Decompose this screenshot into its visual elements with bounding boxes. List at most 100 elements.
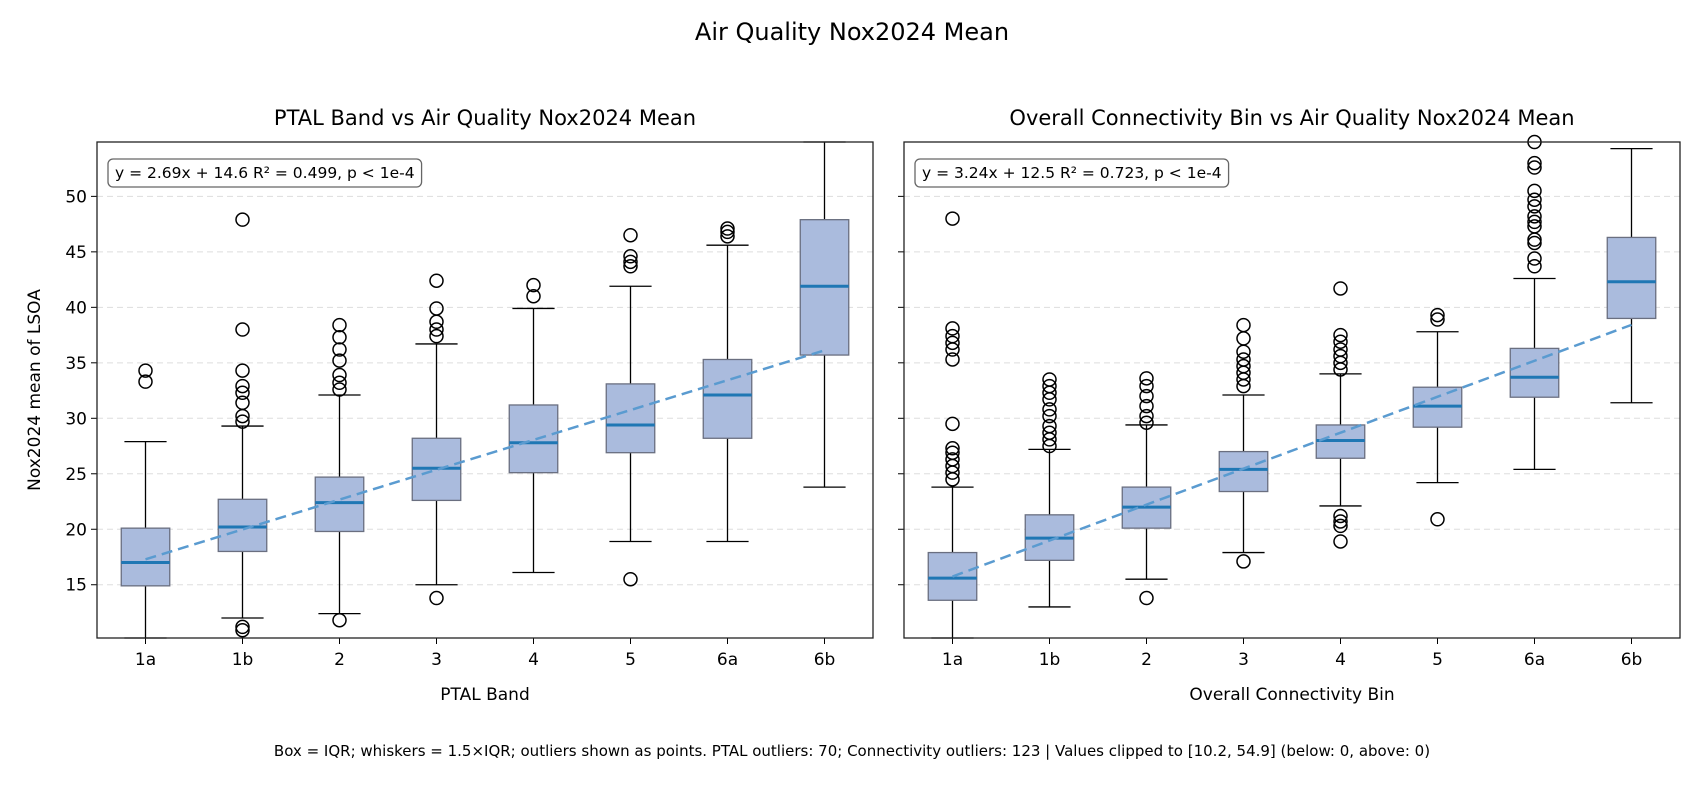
outlier-point xyxy=(1333,518,1348,534)
outlier-point xyxy=(1236,344,1251,359)
x-tick-label: 2 xyxy=(1141,650,1152,670)
outlier-point xyxy=(1042,432,1057,447)
outlier-point xyxy=(720,224,735,240)
outlier-point xyxy=(1139,378,1154,394)
outlier-point xyxy=(1139,590,1154,606)
x-tick-label: 1b xyxy=(1039,650,1061,670)
outlier-point xyxy=(945,352,960,367)
outlier-point xyxy=(1042,408,1057,424)
iqr-box xyxy=(1509,347,1560,398)
outlier-point xyxy=(429,314,444,330)
outlier-point xyxy=(1333,281,1348,296)
outlier-point xyxy=(332,375,347,391)
iqr-box xyxy=(605,383,656,454)
outlier-point xyxy=(235,408,250,424)
y-tick-label: 30 xyxy=(65,409,87,429)
outlier-point xyxy=(1139,371,1154,386)
y-tick-label: 45 xyxy=(65,243,87,263)
box-6b xyxy=(1606,148,1657,404)
outlier-point xyxy=(720,221,735,236)
outlier-point xyxy=(138,374,153,389)
outlier-point xyxy=(235,363,250,378)
left-subplot: PTAL Band vs Air Quality Nox2024 Mean PT… xyxy=(25,106,874,705)
outlier-point xyxy=(945,465,960,480)
outlier-point xyxy=(235,212,250,227)
x-tick-label: 5 xyxy=(1432,650,1443,670)
outlier-point xyxy=(1527,209,1542,224)
y-axis-label: Nox2024 mean of LSOA xyxy=(25,289,45,491)
figure-title: Air Quality Nox2024 Mean xyxy=(695,18,1009,46)
outlier-point xyxy=(235,395,250,411)
annotation-box xyxy=(914,158,1230,188)
outlier-point xyxy=(1430,312,1445,327)
outlier-point xyxy=(1333,514,1348,529)
right-subplot-title: Overall Connectivity Bin vs Air Quality … xyxy=(1009,106,1574,130)
outlier-point xyxy=(1042,438,1057,454)
outlier-point xyxy=(945,211,960,226)
outlier-point xyxy=(1527,183,1542,199)
outlier-point xyxy=(526,288,541,304)
outlier-point xyxy=(1042,402,1057,417)
annotation-box xyxy=(107,158,423,188)
x-tick-label: 4 xyxy=(1335,650,1346,670)
outlier-point xyxy=(235,622,250,638)
outlier-point xyxy=(1333,508,1348,524)
box-4 xyxy=(1315,281,1366,549)
outlier-point xyxy=(623,254,638,270)
x-tick-label: 1a xyxy=(942,650,963,670)
outlier-point xyxy=(623,227,638,243)
outlier-point xyxy=(1139,415,1154,430)
box-1a xyxy=(927,211,978,639)
outlier-point xyxy=(1527,155,1542,171)
left-subplot-title: PTAL Band vs Air Quality Nox2024 Mean xyxy=(274,106,696,130)
outlier-point xyxy=(1333,327,1348,343)
outlier-point xyxy=(235,619,250,635)
box-5 xyxy=(605,227,656,587)
outlier-point xyxy=(1333,334,1348,349)
iqr-box xyxy=(1218,450,1269,493)
outlier-point xyxy=(429,273,444,288)
outlier-point xyxy=(429,590,444,606)
outlier-point xyxy=(1139,408,1154,424)
box-2 xyxy=(1121,371,1172,606)
x-tick-label: 1a xyxy=(135,650,156,670)
outlier-point xyxy=(623,571,638,587)
outlier-point xyxy=(1527,199,1542,214)
outlier-point xyxy=(235,385,250,401)
x-tick-label: 4 xyxy=(528,650,539,670)
x-tick-label: 6a xyxy=(717,650,738,670)
box-4 xyxy=(508,277,559,574)
iqr-box xyxy=(120,527,171,587)
outlier-point xyxy=(332,342,347,357)
outlier-point xyxy=(1527,232,1542,247)
outlier-point xyxy=(235,322,250,337)
outlier-point xyxy=(332,353,347,368)
outlier-point xyxy=(1527,214,1542,230)
outlier-point xyxy=(1236,331,1251,346)
outlier-point xyxy=(1527,259,1542,274)
outlier-point xyxy=(945,342,960,357)
outlier-point xyxy=(945,321,960,336)
outlier-point xyxy=(1527,235,1542,251)
x-tick-label: 3 xyxy=(1238,650,1249,670)
outlier-point xyxy=(1333,534,1348,549)
x-tick-label: 6b xyxy=(1621,650,1643,670)
y-tick-label: 20 xyxy=(65,520,87,540)
outlier-point xyxy=(526,277,541,293)
outlier-point xyxy=(429,328,444,344)
outlier-point xyxy=(1236,378,1251,394)
y-tick-label: 40 xyxy=(65,298,87,318)
outlier-point xyxy=(235,378,250,394)
plot-frame xyxy=(903,141,1681,639)
x-tick-label: 5 xyxy=(625,650,636,670)
outlier-point xyxy=(623,259,638,274)
iqr-box xyxy=(314,476,365,533)
outlier-point xyxy=(1527,251,1542,266)
outlier-point xyxy=(1236,317,1251,333)
outlier-point xyxy=(429,322,444,337)
box-6a xyxy=(1509,134,1560,470)
outlier-point xyxy=(332,612,347,628)
box-3 xyxy=(411,273,462,606)
x-tick-label: 6a xyxy=(1524,650,1545,670)
left-x-axis-label: PTAL Band xyxy=(440,685,529,705)
